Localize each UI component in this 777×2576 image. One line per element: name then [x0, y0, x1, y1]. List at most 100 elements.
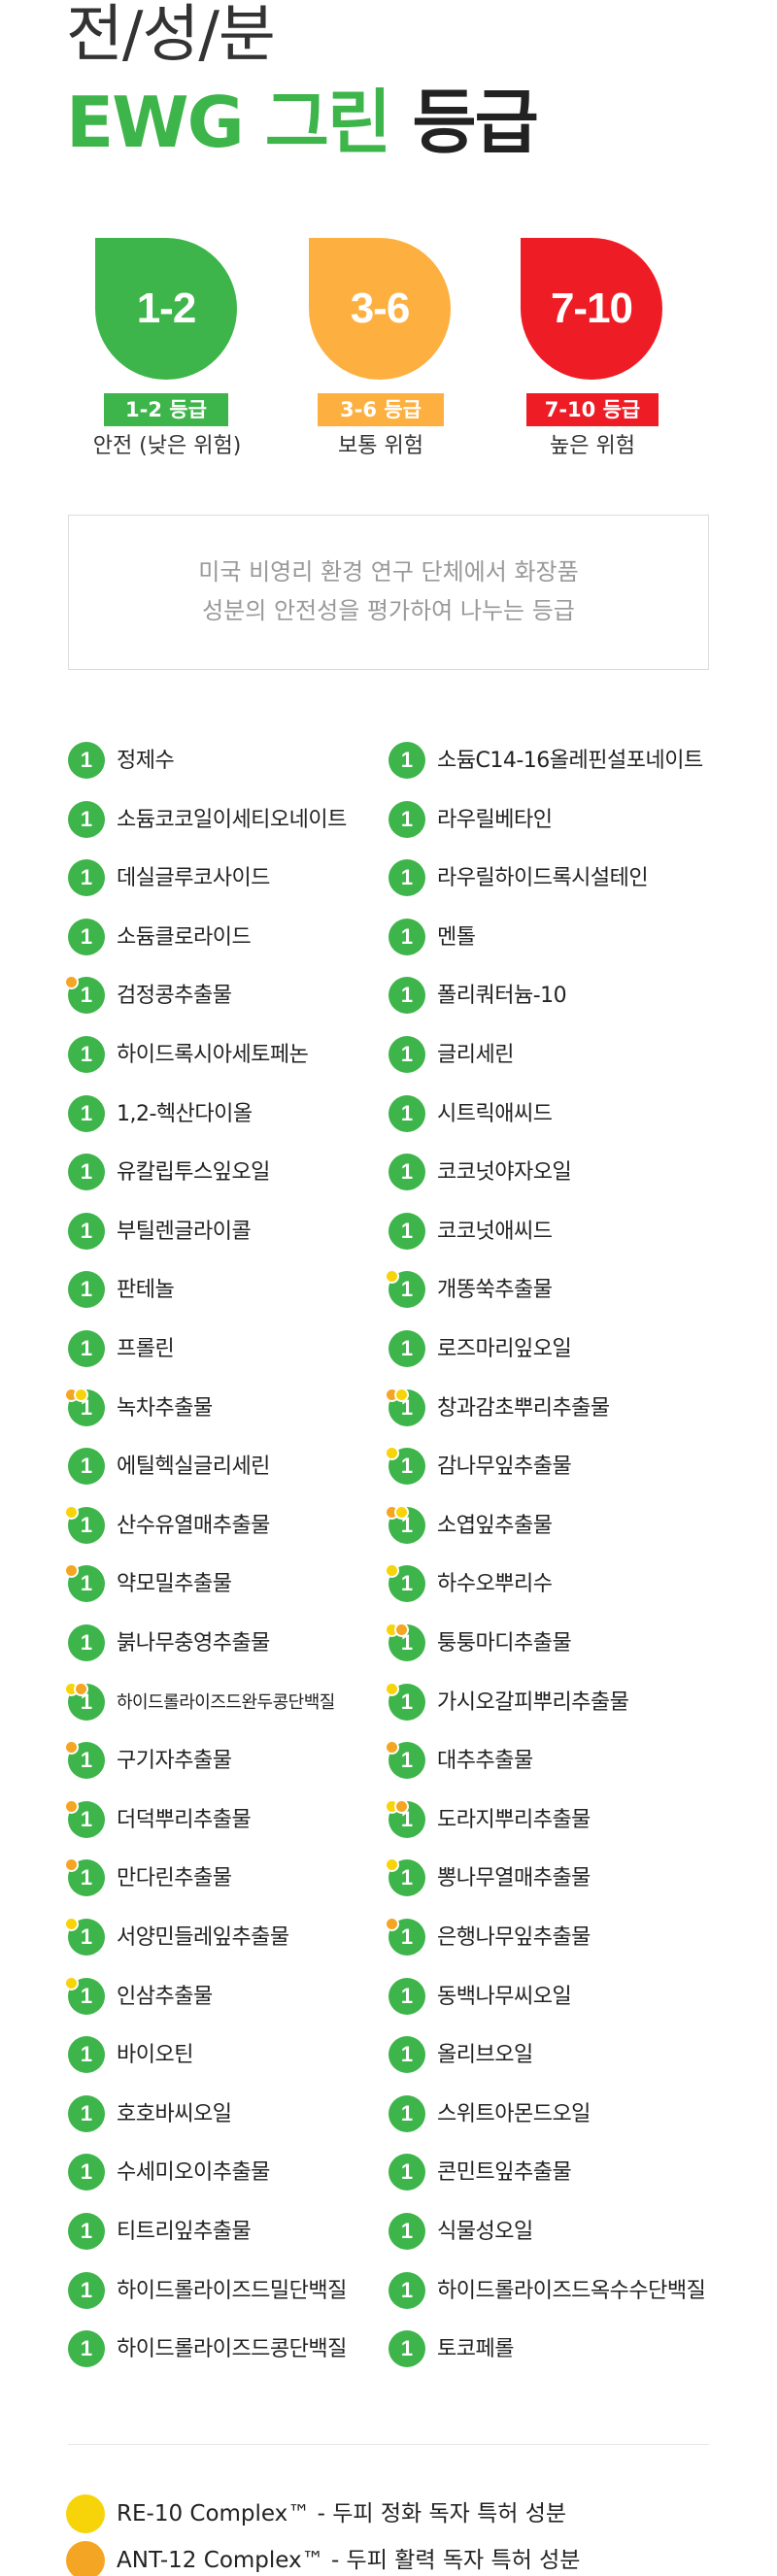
ewg-grade-number: 1: [80, 2336, 93, 2360]
ewg-grade-number: 1: [400, 924, 414, 949]
orange-dot-icon: [394, 1623, 409, 1637]
ewg-grade-icon: 1: [68, 2154, 105, 2191]
ewg-grade-number: 1: [400, 1571, 414, 1595]
ewg-grade-icon: 1: [68, 1036, 105, 1073]
ingredient-name: 코코넛애씨드: [437, 1220, 553, 1244]
ewg-grade-icon: 1: [68, 1213, 105, 1250]
ingredient-name: 구기자추출물: [117, 1749, 232, 1773]
ingredient-name: 프롤린: [117, 1337, 175, 1361]
ewg-grade-number: 1: [400, 1336, 414, 1360]
ewg-grade-icon: 1: [388, 2330, 425, 2367]
ingredient-name: 올리브오일: [437, 2043, 533, 2067]
ewg-grade-icon: 1: [68, 2213, 105, 2250]
ingredient-name: 감나무잎추출물: [437, 1455, 572, 1479]
ingredient-name: 하이드롤라이즈드완두콩단백질: [117, 1692, 335, 1713]
grade-7-10-risk: 높은 위험: [550, 434, 635, 458]
ewg-grade-number: 1: [80, 1984, 93, 2008]
ewg-grade-icon: 1: [68, 919, 105, 955]
orange-dot-icon: [64, 1857, 79, 1872]
ewg-grade-icon: 1: [388, 1095, 425, 1132]
grade-7-10-icon-text: 7-10: [550, 284, 633, 332]
ingredient-name: 멘톨: [437, 925, 476, 950]
ingredient-name: 가시오갈피뿌리추출물: [437, 1690, 629, 1715]
ewg-grade-icon: 1: [385, 1446, 425, 1485]
ewg-grade-icon: 1: [64, 1563, 105, 1602]
ewg-grade-number: 1: [80, 1571, 93, 1595]
grade-7-10-icon: 7-10: [521, 238, 662, 380]
ewg-grade-icon: 1: [388, 2095, 425, 2132]
ewg-grade-icon: 1: [385, 1917, 425, 1956]
ingredient-name: 부틸렌글라이콜: [117, 1220, 252, 1244]
ewg-grade-icon: 1: [385, 1563, 425, 1602]
description-line2: 성분의 안전성을 평가하여 나누는 등급: [202, 597, 575, 624]
ewg-grade-icon: 1: [64, 1388, 105, 1426]
grade-3-6: 3-6 3-6 등급 보통 위험: [274, 238, 488, 471]
ewg-grade-number: 1: [80, 1513, 93, 1537]
yellow-dot-icon: [64, 1917, 79, 1931]
ewg-grade-icon: 1: [388, 1330, 425, 1367]
ewg-grade-number: 1: [80, 2159, 93, 2184]
ewg-description-box: 미국 비영리 환경 연구 단체에서 화장품 성분의 안전성을 평가하여 나누는 …: [68, 515, 709, 670]
legend-ant12-text: ANT-12 Complex™ - 두피 활력 독자 특허 성분: [117, 2548, 581, 2573]
ewg-grade-icon: 1: [385, 1799, 425, 1838]
ewg-grade-number: 1: [80, 1454, 93, 1478]
ewg-grade-number: 1: [400, 1865, 414, 1890]
ingredient-name: 서양민들레잎추출물: [117, 1925, 289, 1950]
ingredient-name: 토코페롤: [437, 2337, 514, 2361]
orange-dot-icon: [66, 2541, 105, 2576]
yellow-dot-icon: [385, 1446, 399, 1460]
page-title-line2: EWG 그린 등급: [66, 82, 539, 169]
ewg-grade-number: 1: [400, 1101, 414, 1125]
ewg-grade-icon: 1: [388, 1213, 425, 1250]
ingredient-name: 소듐클로라이드: [117, 925, 252, 950]
ewg-grade-icon: 1: [68, 1095, 105, 1132]
ewg-grade-number: 1: [400, 1277, 414, 1301]
ewg-grade-icon: 1: [385, 1505, 425, 1544]
ewg-grade-icon: 1: [68, 2330, 105, 2367]
ewg-grade-number: 1: [80, 1277, 93, 1301]
ewg-grade-icon: 1: [68, 859, 105, 896]
ewg-grade-number: 1: [400, 1219, 414, 1243]
ewg-grade-number: 1: [400, 2336, 414, 2360]
ewg-grade-icon: 1: [64, 1799, 105, 1838]
ewg-grade-icon: 1: [385, 1269, 425, 1308]
ewg-grade-icon: 1: [388, 2272, 425, 2309]
ewg-grade-number: 1: [400, 865, 414, 889]
ingredient-name: 소듐C14-16올레핀설포네이트: [437, 749, 703, 773]
ingredient-name: 소듐코코일이세티오네이트: [117, 808, 347, 832]
ewg-grade-icon: 1: [388, 2213, 425, 2250]
legend-re10-text: RE-10 Complex™ - 두피 정화 독자 특허 성분: [117, 2501, 567, 2526]
grade-1-2-icon-text: 1-2: [136, 284, 197, 332]
ewg-grade-icon: 1: [68, 801, 105, 838]
ewg-grade-icon: 1: [68, 742, 105, 779]
grade-1-2-risk: 안전 (낮은 위험): [92, 434, 242, 458]
description-line1: 미국 비영리 환경 연구 단체에서 화장품: [198, 558, 579, 585]
ingredient-name: 소엽잎추출물: [437, 1514, 553, 1538]
ewg-grade-number: 1: [400, 1748, 414, 1772]
orange-dot-icon: [385, 1917, 399, 1931]
ewg-grade-icon: 1: [68, 2272, 105, 2309]
ewg-grade-number: 1: [80, 1219, 93, 1243]
ewg-grade-number: 1: [400, 1984, 414, 2008]
ewg-grade-icon: 1: [64, 1976, 105, 2015]
orange-dot-icon: [64, 1740, 79, 1755]
ewg-grade-icon: 1: [64, 1505, 105, 1544]
ingredient-name: 바이오틴: [117, 2043, 193, 2067]
ingredient-name: 라우릴하이드록시설테인: [437, 866, 649, 890]
ingredient-name: 산수유열매추출물: [117, 1514, 270, 1538]
ewg-green-text: EWG 그린: [66, 82, 391, 163]
ingredient-name: 데실글루코사이드: [117, 866, 270, 890]
divider: [68, 2444, 709, 2445]
ingredient-list: 1 정제수 1 소듐코코일이세티오네이트 1 데실글루코사이드 1 소듐클로라이드 1 검정콩추출…: [0, 740, 777, 2391]
ingredient-name: 로즈마리잎오일: [437, 1337, 572, 1361]
yellow-dot-icon: [64, 1976, 79, 1991]
ewg-grade-number: 1: [80, 1101, 93, 1125]
ingredient-name: 약모밀추출물: [117, 1572, 232, 1596]
page-title-line1: 전/성/분: [66, 0, 276, 71]
ingredient-name: 유칼립투스잎오일: [117, 1160, 270, 1185]
ewg-grade-icon: 1: [68, 1271, 105, 1308]
ewg-grade-number: 1: [400, 2042, 414, 2066]
ingredient-name: 식물성오일: [437, 2220, 533, 2244]
ewg-grade-number: 1: [80, 807, 93, 831]
grade-3-6-badge: 3-6 등급: [318, 393, 444, 426]
